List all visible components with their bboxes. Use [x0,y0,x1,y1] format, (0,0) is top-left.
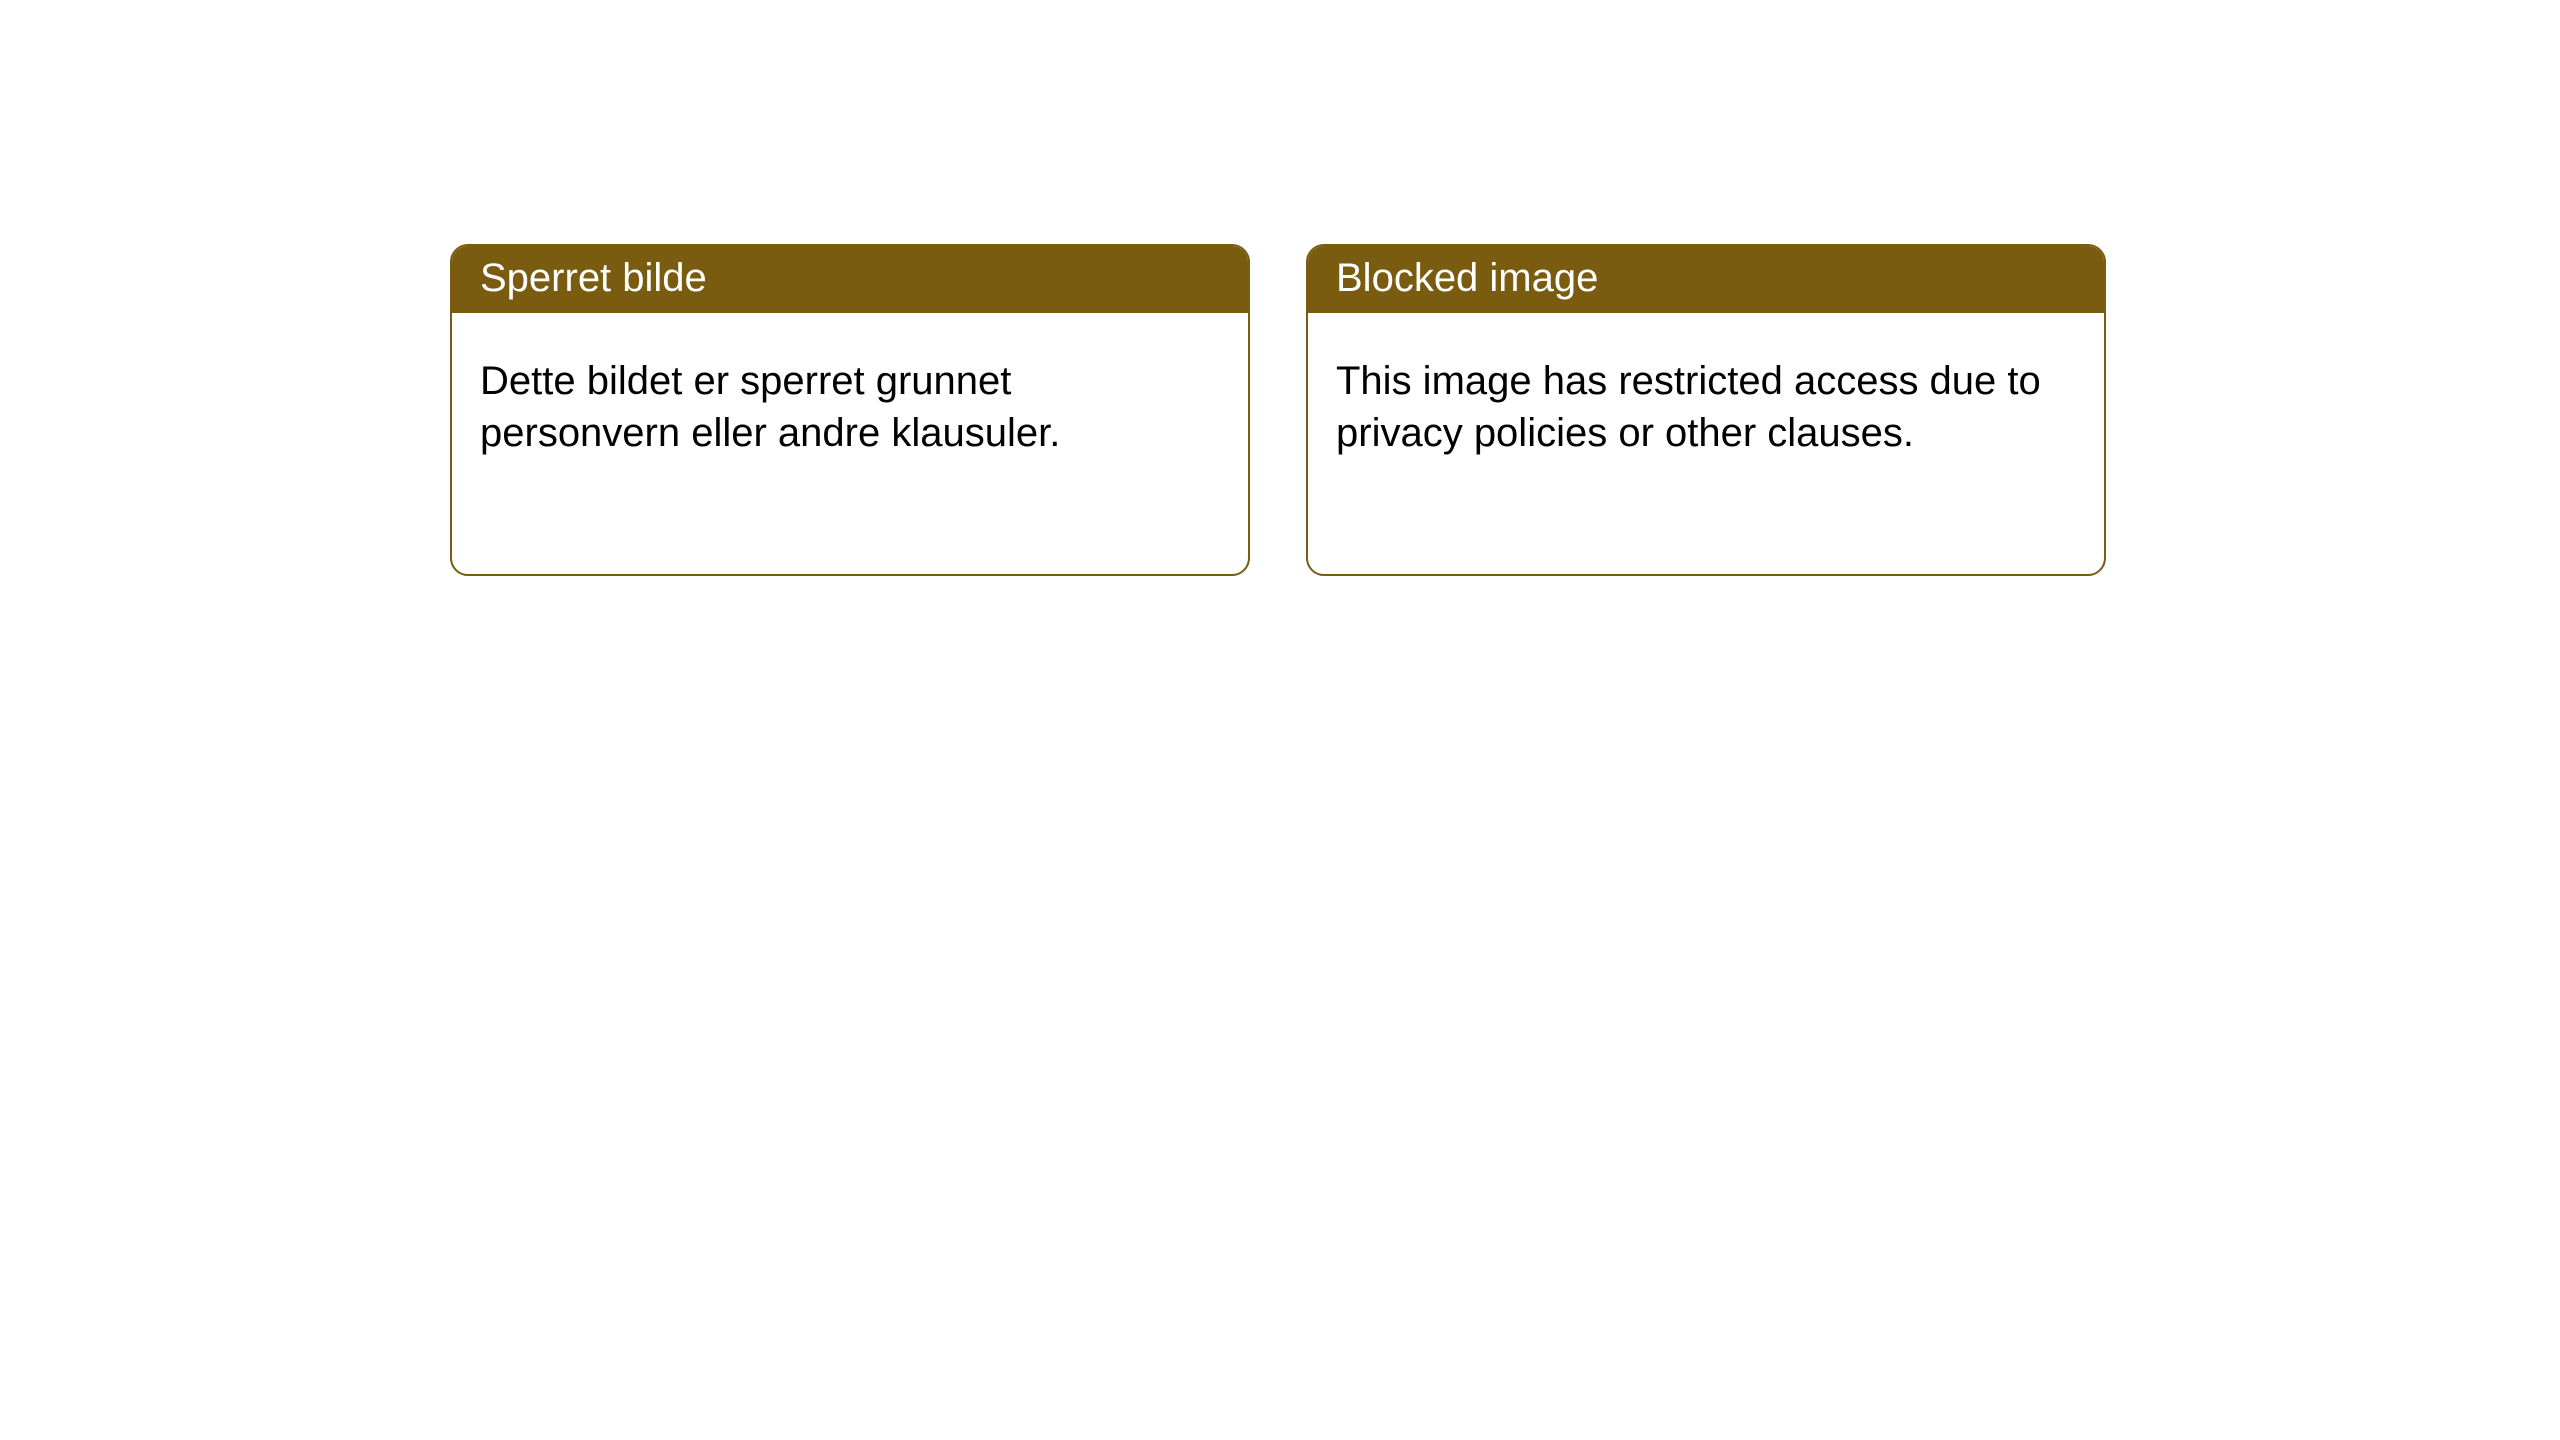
notice-box-english: Blocked image This image has restricted … [1306,244,2106,576]
notice-body: Dette bildet er sperret grunnet personve… [452,313,1248,487]
notice-box-norwegian: Sperret bilde Dette bildet er sperret gr… [450,244,1250,576]
notice-title: Sperret bilde [452,246,1248,313]
notice-container: Sperret bilde Dette bildet er sperret gr… [0,0,2560,576]
notice-body: This image has restricted access due to … [1308,313,2104,487]
notice-title: Blocked image [1308,246,2104,313]
